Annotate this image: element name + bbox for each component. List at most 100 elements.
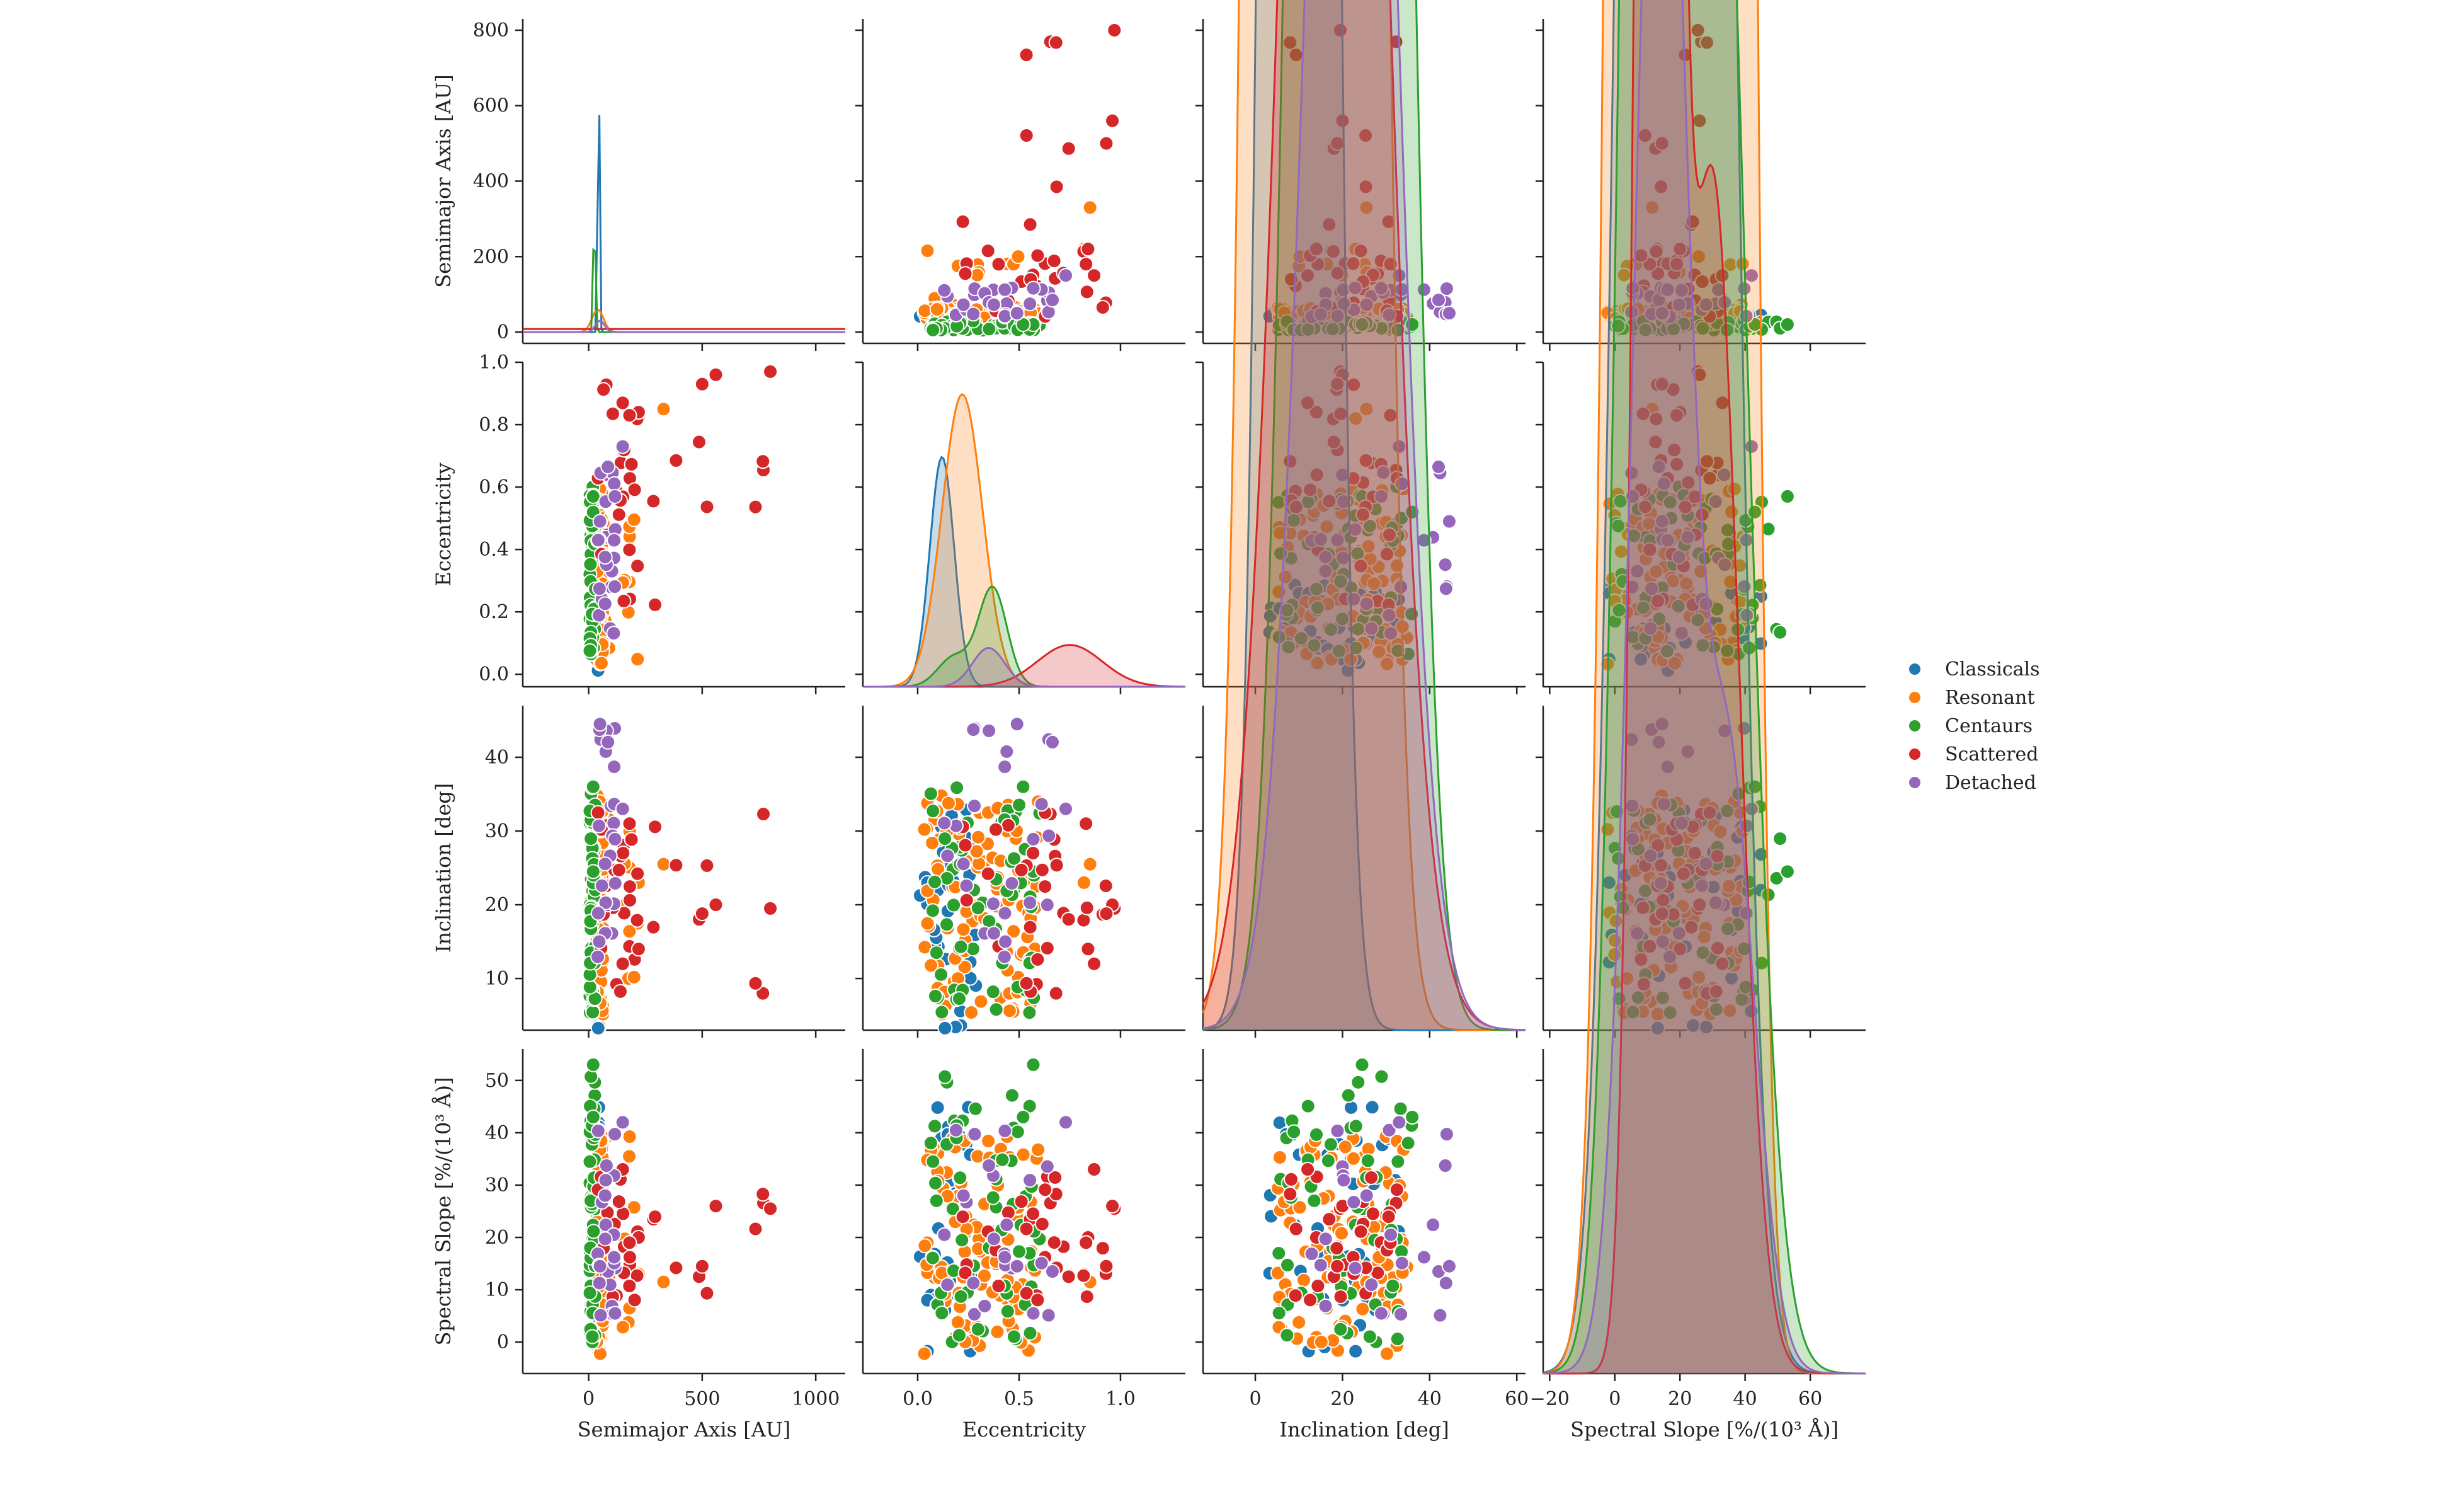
scatter-point-resonant [1010,249,1026,265]
scatter-point-scattered [1353,1224,1369,1239]
scatter-point-scattered [630,558,646,574]
scatter-point-centaurs [1779,488,1795,504]
scatter-point-detached [1336,494,1352,510]
scatter-point-centaurs [1670,599,1686,614]
y-axis-label: Eccentricity [431,462,455,586]
scatter-point-detached [966,306,981,322]
y-tick-label: 0.8 [479,414,509,436]
scatter-point-detached [955,1188,971,1203]
scatter-point-detached [1432,1307,1448,1323]
scatter-point-centaurs [954,1232,970,1248]
scatter-point-centaurs [1772,624,1788,640]
legend-label-detached: Detached [1945,772,2036,794]
scatter-point-detached [1318,1298,1333,1314]
scatter-point-centaurs [1015,1109,1031,1125]
scatter-point-scattered [622,1235,637,1251]
scatter-point-classicals [1343,1099,1359,1115]
scatter-point-resonant [1379,656,1395,672]
scatter-point-scattered [605,406,620,422]
legend-label-scattered: Scattered [1945,743,2038,766]
scatter-point-centaurs [1389,1331,1405,1347]
scatter-point-scattered [1282,35,1298,50]
scatter-point-centaurs [1293,631,1309,646]
scatter-point-resonant [622,1129,637,1145]
scatter-point-scattered [611,1194,627,1210]
scatter-point-resonant [1645,200,1660,215]
scatter-point-detached [1025,280,1041,296]
kde-line-classicals [863,456,1185,688]
scatter-point-detached [997,759,1013,775]
scatter-point-centaurs [925,1250,940,1266]
scatter-point-centaurs [928,988,944,1004]
scatter-point-scattered [957,266,973,282]
scatter-point-detached [997,1249,1013,1265]
scatter-point-centaurs [928,1193,944,1208]
scatter-point-scattered [1310,1278,1326,1294]
scatter-point-centaurs [585,779,601,794]
scatter-point-detached [1359,1188,1374,1203]
scatter-point-detached [986,297,1001,313]
x-axis-label: Inclination [deg] [1279,1418,1449,1442]
y-tick-label: 0.6 [479,476,509,498]
scatter-point-centaurs [585,864,601,880]
scatter-point-scattered [627,1292,642,1308]
scatter-point-scattered [1078,816,1094,832]
scatter-point-detached [606,815,622,831]
scatter-point-resonant [916,1346,932,1362]
y-axis-label: Spectral Slope [%/(10³ Å)] [431,1077,455,1346]
scatter-point-resonant [916,822,932,837]
scatter-point-centaurs [953,1288,969,1304]
scatter-point-scattered [612,984,628,999]
panel-r0-c3 [1536,19,1866,351]
scatter-point-centaurs [1772,831,1788,847]
kde-fill-scattered [863,645,1185,687]
scatter-point-resonant [1272,525,1287,541]
scatter-point-detached [1437,1157,1453,1173]
y-tick-label: 0 [497,1331,509,1353]
scatter-point-centaurs [585,1329,600,1345]
scatter-point-resonant [1371,644,1387,660]
scatter-point-detached [592,513,608,529]
scatter-point-centaurs [1393,1101,1408,1116]
scatter-point-detached [1336,1173,1352,1188]
scatter-point-detached [591,607,607,623]
scatter-point-detached [1698,297,1714,313]
scatter-point-centaurs [1323,1137,1338,1152]
scatter-point-detached [937,1227,952,1242]
scatter-point-scattered [755,454,771,469]
x-tick-label: 0 [1609,1388,1621,1410]
x-tick-label: 40 [1418,1388,1442,1410]
scatter-point-centaurs [1362,518,1377,534]
scatter-point-resonant [971,829,986,845]
panel-r3-c2: 0 20 40 60 Inclination [deg] [1195,1049,1529,1442]
y-tick-label: 40 [485,747,509,769]
legend-marker-detached [1908,776,1922,789]
scatter-point-detached [1058,801,1074,817]
scatter-point-centaurs [585,1057,601,1072]
x-tick-label: 1000 [792,1388,840,1410]
scatter-point-resonant [925,835,940,851]
panel-r0-c0: 0 200 400 600 800 Semimajor Axis [AU] [431,19,845,351]
scatter-point-detached [597,856,613,872]
scatter-point-scattered [1358,179,1374,195]
scatter-point-scattered [1288,499,1304,515]
scatter-point-centaurs [1300,1098,1316,1114]
scatter-point-detached [1373,280,1389,296]
scatter-point-scattered [1309,467,1325,483]
scatter-point-centaurs [585,488,601,504]
scatter-point-centaurs [1323,622,1338,638]
scatter-point-scattered [957,837,973,853]
scatter-point-scattered [1326,434,1342,450]
scatter-point-scattered [622,408,637,423]
scatter-point-scattered [959,892,974,908]
scatter-point-detached [1394,1255,1410,1271]
y-tick-label: 40 [485,1122,509,1144]
scatter-point-scattered [624,832,639,847]
scatter-point-centaurs [967,1101,983,1116]
scatter-point-detached [590,949,606,965]
scatter-point-detached [1625,280,1641,296]
scatter-point-scattered [699,857,715,873]
scatter-point-detached [1044,734,1060,750]
x-tick-label: −20 [1530,1388,1570,1410]
scatter-point-centaurs [923,786,938,801]
